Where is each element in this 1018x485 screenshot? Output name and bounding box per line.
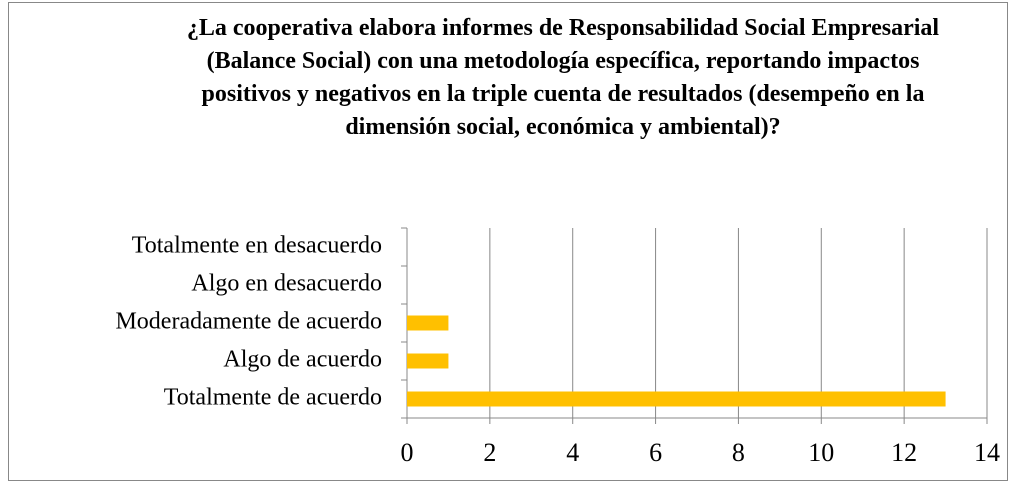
y-tick-label: Algo en desacuerdo	[191, 271, 382, 297]
x-tick-label: 12	[891, 438, 917, 467]
y-tick-label: Totalmente en desacuerdo	[132, 233, 382, 259]
y-tick-label: Totalmente de acuerdo	[164, 385, 382, 411]
y-tick-label: Moderadamente de acuerdo	[115, 309, 382, 335]
x-tick-label: 8	[732, 438, 745, 467]
bar	[407, 315, 449, 331]
x-tick-label: 6	[649, 438, 662, 467]
bar	[407, 353, 449, 369]
x-tick-label: 0	[401, 438, 414, 467]
x-tick-label: 2	[483, 438, 496, 467]
y-tick-label: Algo de acuerdo	[223, 347, 382, 373]
bar	[407, 391, 946, 407]
x-tick-label: 14	[974, 438, 1000, 467]
x-tick-label: 4	[566, 438, 579, 467]
x-tick-label: 10	[808, 438, 834, 467]
chart-title: ¿La cooperativa elabora informes de Resp…	[186, 15, 940, 140]
chart-frame	[8, 2, 1008, 481]
